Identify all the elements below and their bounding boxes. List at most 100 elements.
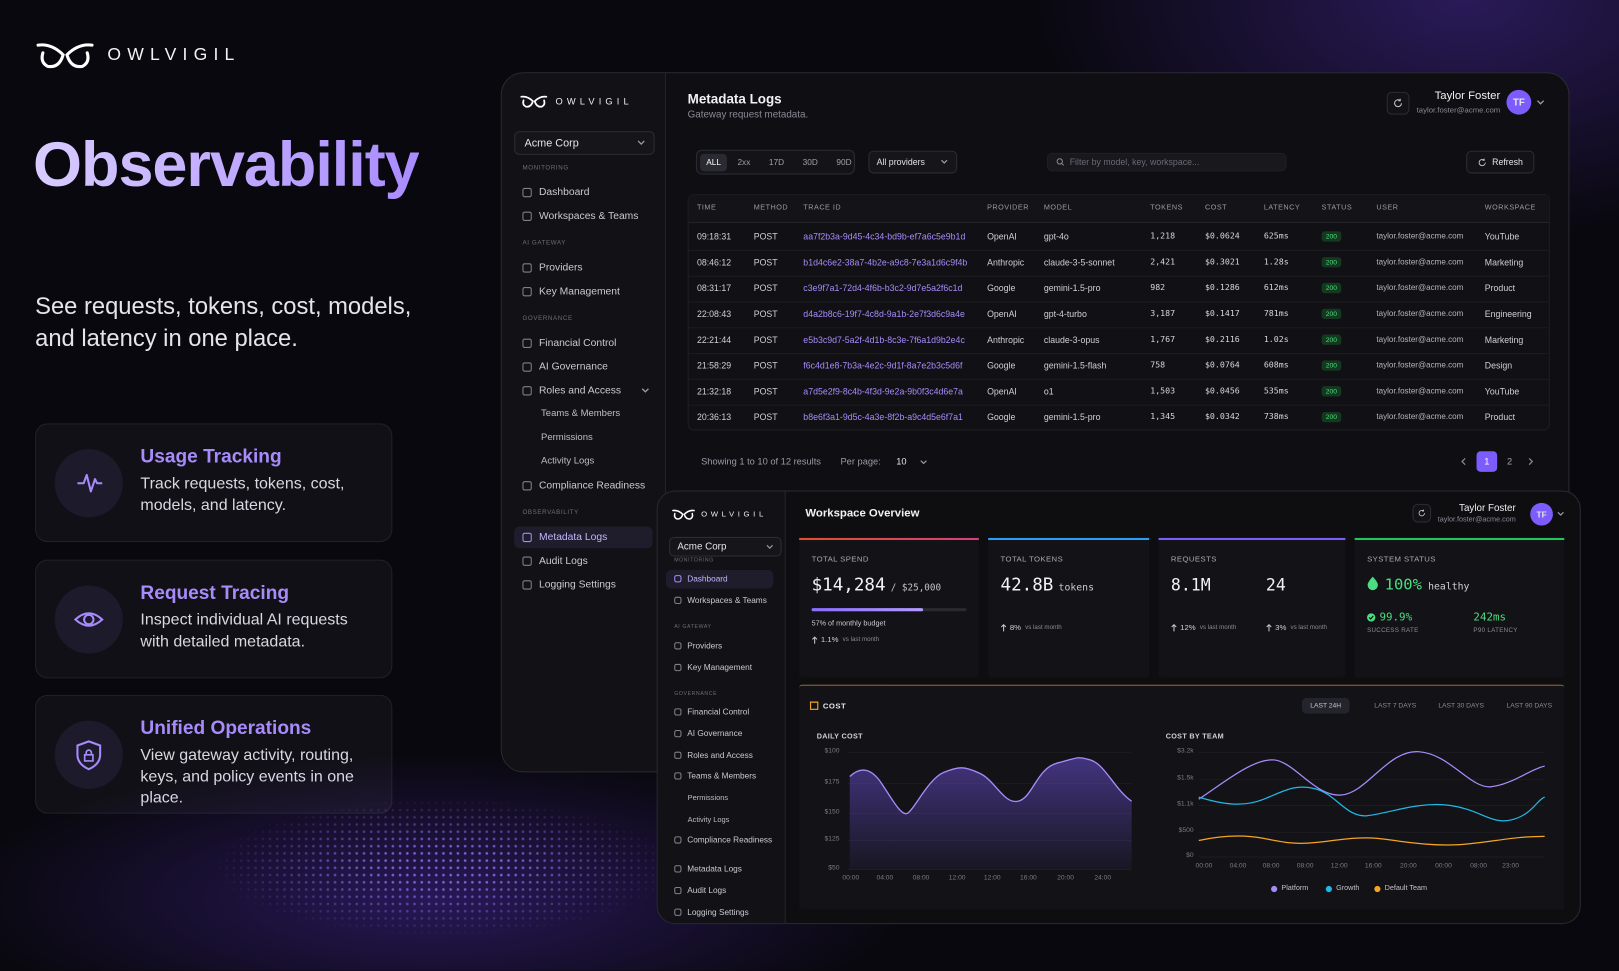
table-cell: a7d5e2f9-8c4b-4f3d-9e2a-9b0f3c4d6e7a: [803, 386, 963, 397]
prev-page: [1461, 458, 1466, 466]
sidebar-heading: GOVERNANCE: [674, 690, 718, 697]
column-header: STATUS: [1321, 204, 1353, 212]
table-cell: b1d4c6e2-38a7-4b2e-a9c8-7e3a1d6c9f4b: [803, 257, 968, 268]
nav-item[interactable]: Compliance Readiness: [514, 474, 652, 496]
nav-icon: [674, 836, 682, 845]
range-chip[interactable]: 2xx: [737, 157, 751, 167]
table-cell: 22:08:43: [696, 308, 732, 320]
nav-item[interactable]: Audit Logs: [514, 550, 652, 572]
nav-item[interactable]: Key Management: [514, 280, 652, 302]
nav-item[interactable]: Key Management: [666, 657, 773, 676]
nav-item[interactable]: AI Governance: [514, 356, 652, 378]
org-select[interactable]: Acme Corp: [669, 536, 782, 557]
table-cell: Product: [1484, 411, 1516, 423]
cost-icon: [809, 701, 819, 710]
nav-label: Workspaces & Teams: [687, 595, 767, 606]
nav-item[interactable]: Workspaces & Teams: [514, 205, 652, 227]
range-chip[interactable]: 90D: [836, 157, 852, 167]
search-input[interactable]: Filter by model, key, workspace...: [1046, 152, 1287, 172]
legend-item: Platform: [1271, 885, 1308, 892]
nav-item[interactable]: Dashboard: [514, 181, 652, 203]
table-cell: 1.28s: [1263, 257, 1289, 267]
org-select[interactable]: Acme Corp: [514, 131, 655, 155]
column-header: WORKSPACE: [1484, 204, 1536, 212]
x-axis-label: 24:00: [1094, 874, 1112, 882]
nav-item[interactable]: Compliance Readiness: [666, 831, 773, 850]
range-tab[interactable]: LAST 24H: [1302, 697, 1350, 714]
nav-item-active[interactable]: Metadata Logs: [514, 526, 653, 548]
column-header: PROVIDER: [987, 204, 1029, 212]
refresh-button[interactable]: Refresh: [1466, 150, 1535, 174]
page-button[interactable]: 2: [1506, 456, 1513, 467]
table-cell: Design: [1484, 360, 1513, 371]
page-title: Metadata Logs: [687, 90, 782, 107]
range-tab[interactable]: LAST 7 DAYS: [1374, 702, 1417, 710]
range-chip[interactable]: 30D: [802, 157, 818, 167]
card-accent: [988, 537, 1150, 541]
provider-select[interactable]: All providers: [868, 150, 958, 174]
nav-icon: [522, 211, 532, 221]
card-accent: [1158, 537, 1346, 541]
card-change: 8% vs last month: [1000, 623, 1062, 632]
nav-subitem[interactable]: Permissions: [541, 431, 593, 442]
row-divider: [688, 404, 1549, 406]
refresh-icon-button[interactable]: [1386, 91, 1410, 115]
nav-icon: [674, 729, 682, 738]
table-cell: Google: [987, 282, 1016, 294]
chart-title: DAILY COST: [816, 733, 863, 741]
nav-label: Metadata Logs: [538, 531, 608, 543]
team-cost-line: [1198, 751, 1545, 800]
table-cell: gemini-1.5-flash: [1043, 360, 1107, 371]
nav-subitem[interactable]: Activity Logs: [541, 455, 595, 466]
nav-item[interactable]: Roles and Access: [514, 379, 652, 401]
icon-path: [1557, 511, 1564, 516]
nav-item[interactable]: Providers: [666, 636, 773, 655]
table-cell: b8e6f3a1-9d5c-4a3e-8f2b-a9c4d5e6f7a1: [803, 411, 963, 423]
column-header: LATENCY: [1263, 204, 1301, 212]
x-axis-label: 12:00: [983, 874, 1001, 882]
refresh-icon-button[interactable]: [1412, 503, 1432, 523]
refresh-icon: [1478, 158, 1486, 166]
nav-item[interactable]: Teams & Members: [666, 767, 773, 786]
nav-label: Providers: [687, 641, 723, 651]
icon-path: [1478, 158, 1486, 166]
range-chip[interactable]: ALL: [700, 153, 728, 171]
nav-label: Logging Settings: [538, 578, 616, 591]
nav-item[interactable]: Logging Settings: [514, 574, 652, 596]
icon-path: [73, 612, 104, 627]
nav-item[interactable]: Providers: [514, 257, 652, 279]
table-cell: 758: [1150, 360, 1166, 370]
nav-item[interactable]: Logging Settings: [666, 902, 773, 921]
per-page-select[interactable]: 10: [891, 452, 935, 471]
table-cell: POST: [753, 360, 778, 371]
table-cell: POST: [753, 282, 778, 294]
nav-subitem[interactable]: Permissions: [687, 792, 729, 803]
table-cell: 3,187: [1150, 308, 1176, 319]
nav-item[interactable]: Financial Control: [666, 703, 773, 722]
nav-subitem[interactable]: Activity Logs: [687, 814, 730, 824]
nav-item[interactable]: Financial Control: [514, 332, 652, 354]
nav-item-active[interactable]: Dashboard: [665, 569, 774, 589]
page-subtitle: Gateway request metadata.: [687, 109, 809, 121]
nav-item[interactable]: Roles and Access: [666, 745, 773, 764]
page-button[interactable]: 1: [1476, 451, 1498, 472]
refresh-icon: [1418, 509, 1425, 517]
stat-label: SUCCESS RATE: [1367, 627, 1419, 634]
nav-item[interactable]: Workspaces & Teams: [666, 591, 773, 610]
nav-item[interactable]: Audit Logs: [666, 881, 773, 900]
avatar[interactable]: TF: [1506, 89, 1532, 115]
chart-title: COST BY TEAM: [1165, 733, 1224, 741]
nav-subitem[interactable]: Teams & Members: [541, 407, 621, 419]
nav-label: Dashboard: [687, 574, 728, 584]
table-cell: POST: [753, 308, 778, 320]
avatar[interactable]: TF: [1530, 502, 1553, 526]
range-tab[interactable]: LAST 30 DAYS: [1438, 702, 1484, 710]
nav-item[interactable]: Metadata Logs: [666, 859, 773, 878]
range-tab[interactable]: LAST 90 DAYS: [1506, 702, 1553, 710]
table-cell: POST: [753, 411, 778, 423]
card-value: $14,284 / $25,000: [812, 575, 942, 596]
metric-card: SYSTEM STATUS 100% healthy 99.9% SUCCESS RAT…: [1354, 537, 1565, 678]
range-chip[interactable]: 17D: [768, 157, 785, 167]
nav-item[interactable]: AI Governance: [666, 724, 773, 743]
x-axis-label: 12:00: [948, 874, 966, 882]
